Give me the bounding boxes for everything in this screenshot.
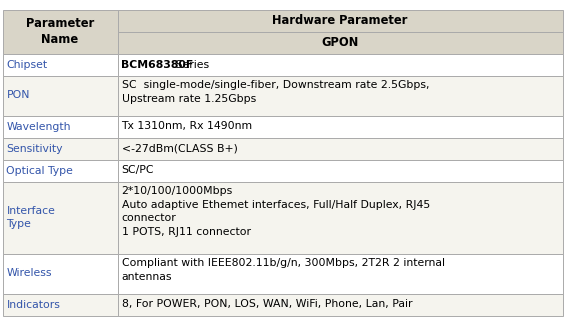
Bar	[118, 181, 563, 254]
Bar	[118, 32, 563, 54]
Text: antennas: antennas	[121, 272, 172, 282]
Bar	[2, 75, 118, 115]
Text: Indicators: Indicators	[7, 300, 60, 309]
Text: Sensitivity: Sensitivity	[7, 144, 63, 153]
Text: BCM68380F: BCM68380F	[121, 59, 194, 70]
Text: Tx 1310nm, Rx 1490nm: Tx 1310nm, Rx 1490nm	[121, 122, 253, 132]
Text: Chipset: Chipset	[7, 59, 47, 70]
Bar	[118, 54, 563, 75]
Text: connector: connector	[121, 213, 176, 223]
Bar	[2, 137, 118, 160]
Text: SC  single-mode/single-fiber, Downstream rate 2.5Gbps,: SC single-mode/single-fiber, Downstream …	[121, 80, 429, 90]
Bar	[118, 254, 563, 293]
Bar	[2, 293, 118, 316]
Text: Hardware Parameter: Hardware Parameter	[272, 14, 408, 27]
Text: GPON: GPON	[321, 36, 359, 49]
Bar	[2, 160, 118, 181]
Text: Optical Type: Optical Type	[7, 165, 73, 176]
Text: Auto adaptive Ethemet interfaces, Full/Half Duplex, RJ45: Auto adaptive Ethemet interfaces, Full/H…	[121, 200, 430, 210]
Bar	[118, 160, 563, 181]
Text: PON: PON	[7, 90, 30, 100]
Bar	[2, 9, 118, 54]
Bar	[118, 137, 563, 160]
Bar	[2, 181, 118, 254]
Text: Parameter
Name: Parameter Name	[26, 17, 94, 46]
Text: <-27dBm(CLASS B+): <-27dBm(CLASS B+)	[121, 144, 237, 153]
Text: 1 POTS, RJ11 connector: 1 POTS, RJ11 connector	[121, 227, 250, 237]
Text: Upstream rate 1.25Gbps: Upstream rate 1.25Gbps	[121, 94, 256, 104]
Text: 2*10/100/1000Mbps: 2*10/100/1000Mbps	[121, 186, 233, 196]
Text: 8, For POWER, PON, LOS, WAN, WiFi, Phone, Lan, Pair: 8, For POWER, PON, LOS, WAN, WiFi, Phone…	[121, 300, 412, 309]
Bar	[118, 293, 563, 316]
Text: Wavelength: Wavelength	[7, 122, 71, 132]
Text: Interface
Type: Interface Type	[7, 206, 55, 229]
Bar	[2, 115, 118, 137]
Bar	[118, 75, 563, 115]
Bar	[2, 54, 118, 75]
Text: Wireless: Wireless	[7, 268, 52, 279]
Bar	[118, 115, 563, 137]
Text: SC/PC: SC/PC	[121, 165, 154, 176]
Bar	[118, 9, 563, 32]
Text: Series: Series	[172, 59, 209, 70]
Text: Compliant with IEEE802.11b/g/n, 300Mbps, 2T2R 2 internal: Compliant with IEEE802.11b/g/n, 300Mbps,…	[121, 258, 445, 268]
Bar	[2, 254, 118, 293]
